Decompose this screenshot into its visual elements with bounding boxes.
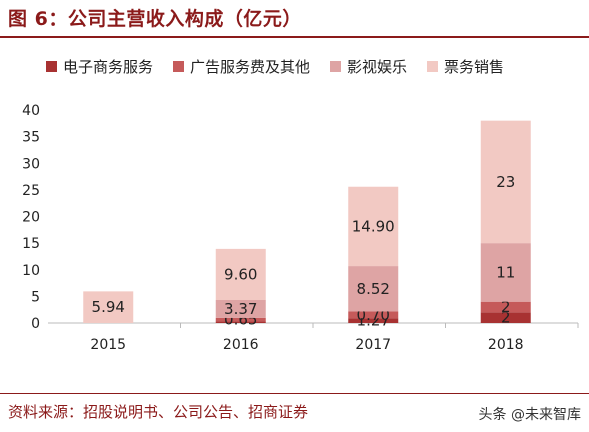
legend-item: 广告服务费及其他 <box>173 56 310 77</box>
x-tick-label: 2016 <box>223 337 259 353</box>
watermark: 头条 @未来智库 <box>478 407 581 423</box>
bar-segment <box>348 318 399 323</box>
data-label: 2 <box>501 309 511 327</box>
bar-segment <box>215 299 266 318</box>
chart-legend: 电子商务服务 广告服务费及其他 影视娱乐 票务销售 <box>46 56 504 77</box>
y-tick-label: 35 <box>22 130 40 146</box>
data-label: 14.90 <box>352 217 395 235</box>
data-label: 11 <box>496 263 515 281</box>
x-tick-label: 2017 <box>355 337 391 353</box>
bar-segment <box>215 317 266 322</box>
y-tick-label: 0 <box>31 316 40 332</box>
stacked-bar-chart: 05101520253035405.9420150.653.379.602016… <box>22 103 579 353</box>
data-label: 23 <box>496 173 515 191</box>
legend-swatch <box>427 61 439 72</box>
legend-swatch <box>330 61 342 72</box>
bar-segment <box>215 248 266 300</box>
x-tick-label: 2018 <box>488 337 524 353</box>
source-note: 资料来源：招股说明书、公司公告、招商证券 <box>8 403 309 421</box>
y-tick-label: 10 <box>22 263 40 279</box>
legend-item: 票务销售 <box>427 56 504 77</box>
y-tick-label: 30 <box>22 156 40 172</box>
data-label: 3.37 <box>224 300 257 318</box>
bar-segment <box>480 243 531 302</box>
data-label: 8.52 <box>357 280 390 298</box>
y-tick-label: 25 <box>22 183 40 199</box>
data-label: 5.94 <box>92 298 125 316</box>
legend-swatch <box>173 61 185 72</box>
bar-segment <box>348 311 399 319</box>
y-tick-label: 5 <box>31 289 40 305</box>
bar-segment <box>348 266 399 312</box>
legend-label: 影视娱乐 <box>347 58 408 76</box>
legend-item: 电子商务服务 <box>46 56 153 77</box>
footer-rule <box>0 393 589 394</box>
legend-label: 广告服务费及其他 <box>190 58 311 76</box>
legend-item: 影视娱乐 <box>330 56 407 77</box>
legend-swatch <box>46 61 57 72</box>
y-tick-label: 40 <box>22 103 40 119</box>
bar-segment <box>83 291 134 323</box>
bar-segment <box>348 186 399 267</box>
title-rule <box>0 36 589 38</box>
legend-label: 票务销售 <box>444 58 505 76</box>
bar-segment <box>480 301 531 313</box>
bar-segment <box>480 312 531 323</box>
y-tick-label: 15 <box>22 236 40 252</box>
data-label: 2 <box>501 298 511 316</box>
chart-title: 图 6：公司主营收入构成（亿元） <box>8 8 302 30</box>
y-tick-label: 20 <box>22 210 40 226</box>
data-label: 9.60 <box>224 265 257 283</box>
bar-segment <box>480 120 531 244</box>
x-tick-label: 2015 <box>90 337 126 353</box>
legend-label: 电子商务服务 <box>63 58 154 76</box>
bar-segment <box>215 321 266 323</box>
